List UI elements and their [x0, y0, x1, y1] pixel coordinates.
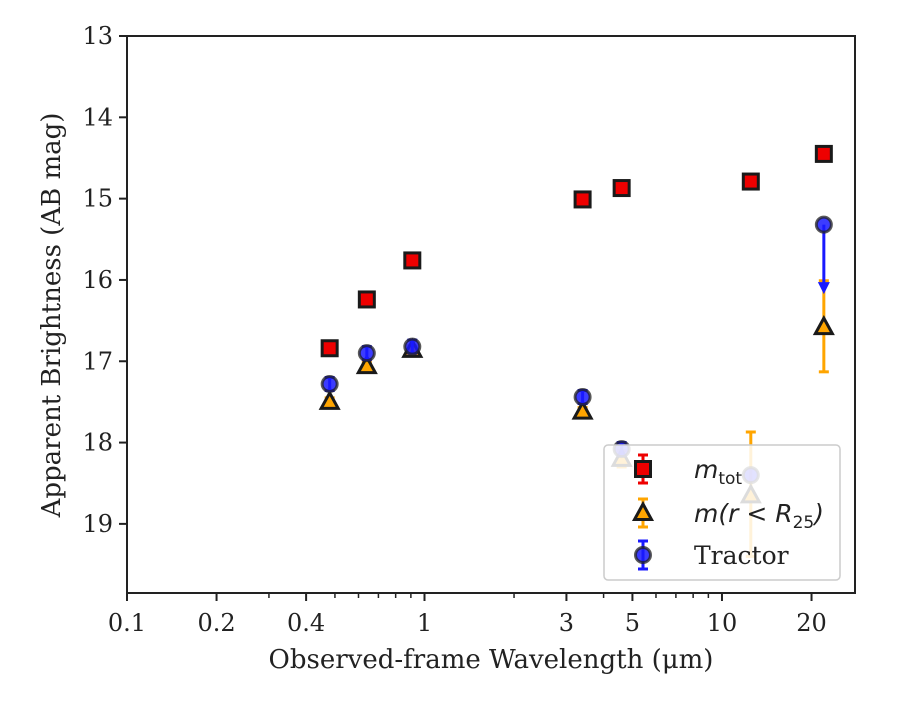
- plot-frame-layer: [126, 35, 856, 594]
- legend-box: [603, 444, 841, 581]
- x-tick-label: 1: [417, 609, 432, 637]
- triangle-marker: [355, 354, 378, 375]
- triangle-marker: [571, 399, 594, 420]
- square-marker: [741, 172, 760, 191]
- circle-marker: [573, 388, 592, 407]
- legend-triangle-marker: [631, 500, 655, 521]
- y-tick-label: 19: [82, 510, 113, 538]
- x-tick-label: 0.4: [287, 609, 325, 637]
- square-marker: [320, 339, 339, 358]
- legend-circle-marker: [634, 546, 652, 564]
- square-marker: [357, 290, 376, 309]
- y-axis-label: Apparent Brightness (AB mag): [37, 113, 67, 519]
- legend-square-marker: [634, 460, 652, 478]
- y-tick-label: 15: [82, 185, 113, 213]
- circle-marker: [357, 344, 376, 363]
- circle-marker: [320, 375, 339, 394]
- circle-marker: [403, 337, 422, 356]
- y-tick-label: 18: [82, 429, 113, 457]
- square-marker: [403, 251, 422, 270]
- x-axis-label: Observed-frame Wavelength (μm): [269, 645, 714, 675]
- x-tick-label: 5: [625, 609, 640, 637]
- x-tick-label: 3: [559, 609, 574, 637]
- triangle-marker: [318, 389, 341, 410]
- circle-marker: [814, 215, 833, 234]
- square-marker: [814, 144, 833, 163]
- y-tick-label: 13: [82, 22, 113, 50]
- upper-limit-arrow: [817, 282, 830, 295]
- legend-label: mtot: [694, 455, 742, 489]
- x-tick-label: 0.2: [197, 609, 235, 637]
- x-tick-label: 10: [707, 609, 738, 637]
- x-tick-label: 20: [796, 609, 827, 637]
- square-marker: [573, 190, 592, 209]
- legend-label: m(r < R25): [694, 499, 824, 533]
- x-tick-label: 0.1: [108, 609, 146, 637]
- triangle-marker: [812, 314, 835, 336]
- square-marker: [612, 179, 631, 198]
- y-tick-label: 14: [82, 103, 113, 131]
- legend: mtot m(r < R25) Tractor: [603, 444, 841, 581]
- series-circle: [320, 215, 833, 485]
- y-tick-label: 16: [82, 266, 113, 294]
- legend-label: Tractor: [694, 541, 789, 570]
- y-tick-label: 17: [82, 347, 113, 375]
- series-square: [320, 144, 833, 358]
- plot-area-frame: [126, 35, 856, 594]
